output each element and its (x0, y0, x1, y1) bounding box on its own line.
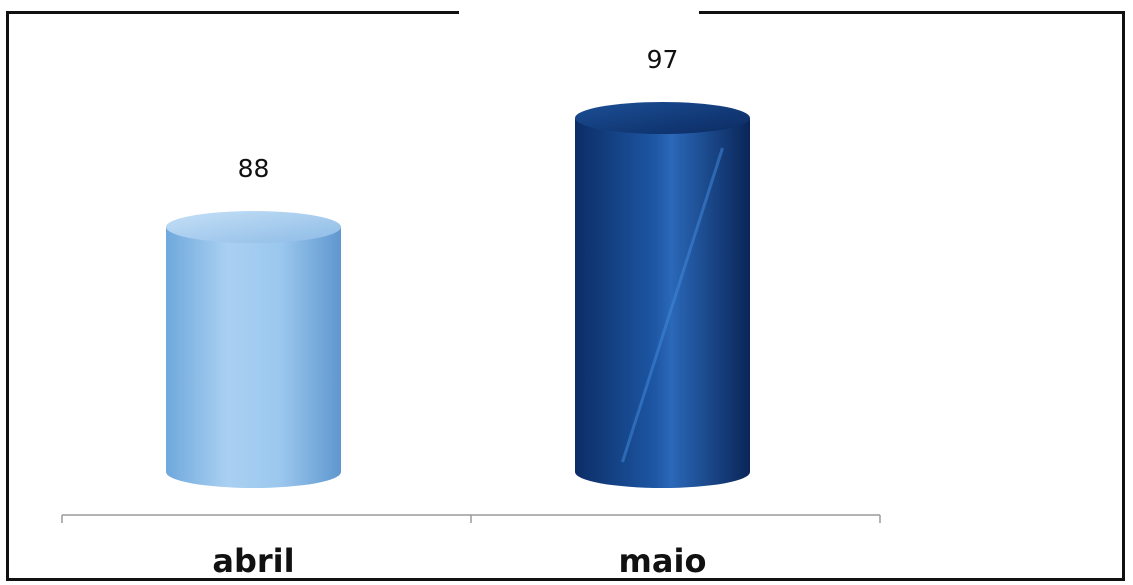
data-label-abril: 88 (238, 154, 270, 183)
x-tick-label-abril: abril (212, 542, 294, 580)
bar-maio (575, 102, 750, 488)
bar-top (166, 211, 341, 244)
chart-title (459, 0, 699, 24)
bar-top (575, 102, 750, 134)
bar-highlight (621, 147, 724, 463)
bar-body (166, 227, 341, 488)
x-tick-label-maio: maio (619, 542, 707, 580)
bar-abril (166, 211, 341, 488)
bar-body (575, 118, 750, 488)
data-label-maio: 97 (647, 45, 679, 74)
